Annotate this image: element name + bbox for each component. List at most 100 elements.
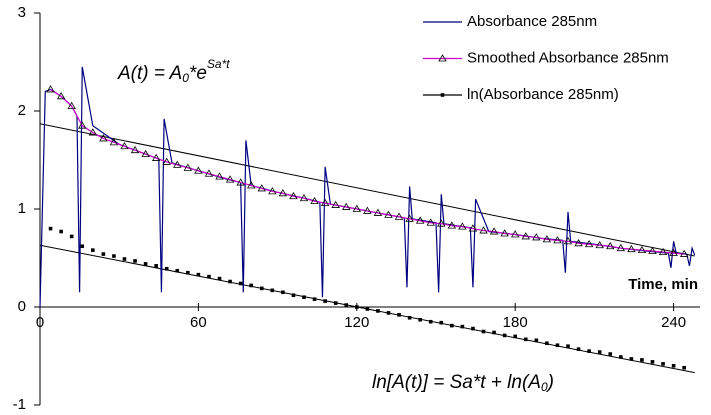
point — [386, 311, 391, 315]
point — [225, 175, 235, 183]
point — [299, 193, 309, 202]
point — [249, 283, 253, 288]
point — [141, 149, 150, 158]
point — [534, 338, 539, 343]
point — [492, 330, 496, 335]
point — [555, 343, 560, 348]
point — [91, 248, 95, 252]
x-tick-label: 0 — [36, 314, 44, 331]
point — [154, 264, 158, 268]
annotation-text: ln[A(t)] = Sa*t + ln(A — [372, 372, 541, 393]
legend-label: Smoothed Absorbance 285nm — [467, 49, 669, 66]
point — [587, 349, 591, 353]
point — [619, 355, 623, 359]
point — [373, 208, 383, 216]
point — [88, 128, 97, 136]
point — [151, 153, 161, 161]
y-tick-label: 0 — [18, 298, 26, 315]
y-tick-label: 2 — [18, 102, 26, 119]
point — [143, 262, 148, 266]
point — [320, 198, 330, 207]
point — [426, 218, 435, 226]
point — [671, 364, 676, 368]
point — [99, 134, 108, 142]
annotation-sub: 0 — [182, 71, 189, 85]
point — [574, 239, 583, 247]
point — [344, 303, 349, 307]
point — [679, 249, 689, 257]
legend-marker — [440, 93, 445, 97]
point — [407, 315, 412, 320]
point — [196, 272, 201, 277]
point — [437, 219, 446, 227]
annotation-text: *e — [189, 63, 207, 84]
point — [545, 341, 549, 346]
x-tick-label: 60 — [190, 314, 207, 331]
point — [500, 229, 509, 237]
point — [101, 252, 106, 256]
point — [397, 313, 401, 317]
point — [162, 157, 171, 165]
point — [238, 281, 243, 286]
point — [130, 145, 140, 154]
point — [428, 319, 433, 324]
point — [650, 360, 655, 364]
point — [56, 92, 66, 100]
point — [616, 243, 625, 252]
y-tick-label: 3 — [18, 4, 26, 21]
point — [682, 365, 686, 370]
point — [608, 352, 613, 356]
point — [175, 268, 180, 273]
point — [637, 245, 647, 254]
point — [597, 350, 602, 354]
point — [481, 329, 486, 334]
point — [669, 248, 678, 256]
fit-line — [39, 123, 695, 257]
point — [439, 320, 444, 325]
point — [281, 290, 285, 295]
point — [447, 221, 457, 229]
point — [109, 138, 119, 146]
point — [302, 295, 306, 299]
y-tick-label: 1 — [18, 200, 26, 217]
point — [511, 230, 520, 238]
point — [291, 293, 296, 298]
point — [460, 324, 465, 329]
point — [204, 169, 214, 177]
point — [489, 227, 499, 235]
point — [164, 266, 169, 271]
point — [289, 191, 298, 200]
point — [355, 305, 359, 309]
point — [78, 121, 87, 129]
point — [270, 288, 275, 293]
point — [67, 101, 76, 109]
point — [532, 233, 541, 241]
point — [363, 206, 372, 214]
point — [405, 214, 414, 222]
point — [186, 270, 190, 275]
legend-marker — [438, 54, 447, 62]
point — [342, 202, 351, 210]
point — [418, 317, 422, 322]
point — [323, 299, 327, 303]
point — [640, 358, 644, 362]
point — [576, 347, 581, 351]
point — [247, 181, 256, 189]
point — [376, 309, 380, 313]
point — [48, 226, 53, 231]
y-tick-label: -1 — [13, 396, 26, 413]
point — [502, 333, 507, 338]
point — [122, 257, 127, 261]
point — [333, 301, 338, 305]
point — [584, 239, 594, 248]
point — [648, 246, 657, 255]
point — [458, 222, 467, 230]
point — [450, 323, 454, 328]
point — [542, 235, 552, 243]
point — [566, 344, 570, 348]
point — [59, 229, 63, 234]
point — [120, 141, 129, 150]
point — [523, 337, 528, 342]
point — [217, 276, 222, 281]
